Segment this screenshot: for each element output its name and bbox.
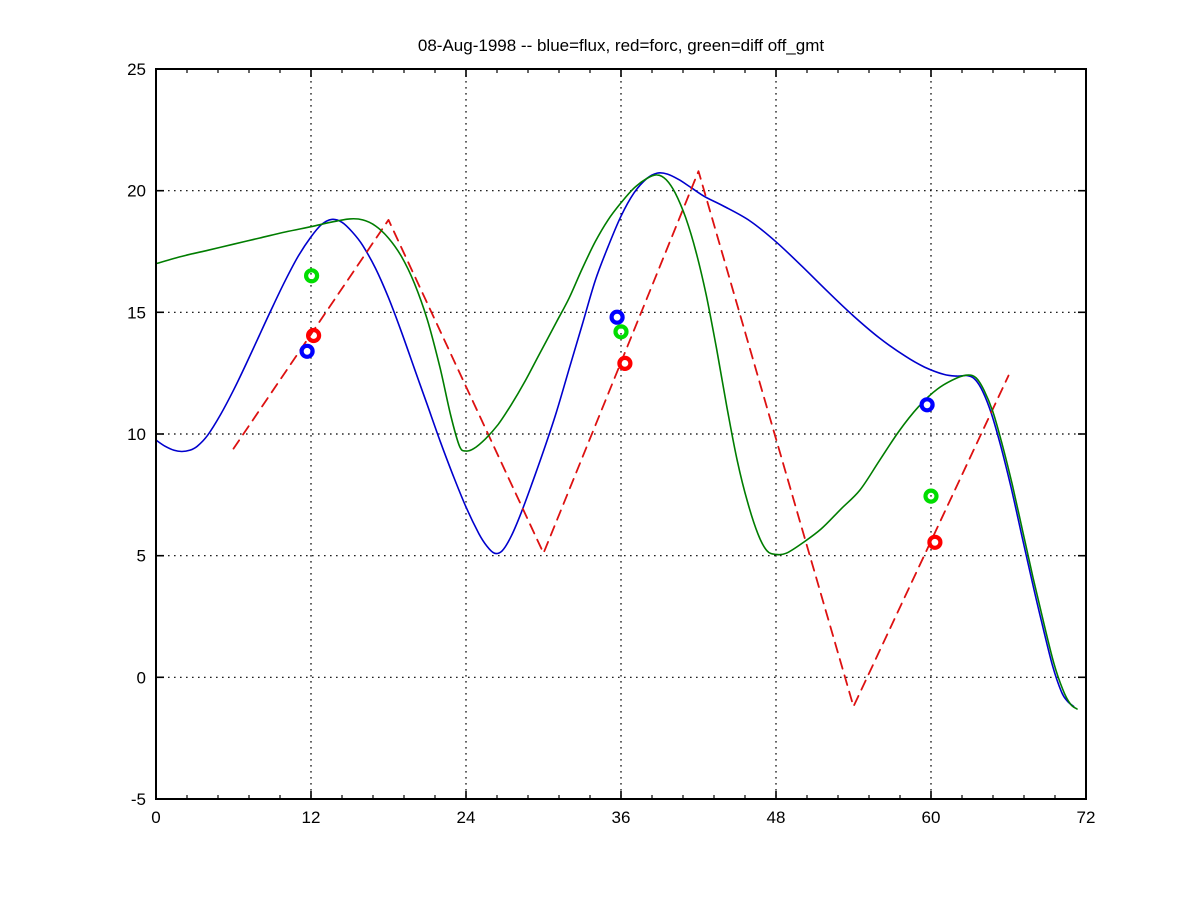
plot-title: 08-Aug-1998 -- blue=flux, red=forc, gree… <box>418 36 824 55</box>
grid-layer <box>156 69 1086 799</box>
flux-obs-marker <box>919 397 935 413</box>
flux-line <box>155 172 1075 708</box>
x-axis-tick-label: 36 <box>612 808 631 827</box>
y-axis-tick-label: -5 <box>131 790 146 809</box>
series-layer <box>155 170 1078 710</box>
x-axis-tick-label: 12 <box>302 808 321 827</box>
y-axis-tick-label: 15 <box>127 303 146 322</box>
flux-obs-marker <box>299 343 315 359</box>
diff-line <box>155 174 1078 710</box>
x-axis-tick-label: 48 <box>767 808 786 827</box>
y-axis-tick-label: 5 <box>137 547 146 566</box>
forc-obs-marker <box>927 534 943 550</box>
y-axis-tick-label: 25 <box>127 60 146 79</box>
y-axis-tick-label: 20 <box>127 182 146 201</box>
flux-obs-marker <box>609 309 625 325</box>
forc-obs-marker <box>617 355 633 371</box>
forc-line <box>232 170 1010 708</box>
y-axis-tick-label: 0 <box>137 668 146 687</box>
marker-layer <box>299 268 943 550</box>
x-axis-tick-label: 24 <box>457 808 476 827</box>
diff-obs-marker <box>304 268 320 284</box>
x-axis-tick-label: 72 <box>1077 808 1096 827</box>
tick-label-layer: 0 12 24 36 48 60 72 -5 0 5 10 15 20 25 <box>127 60 1095 827</box>
x-axis-tick-label: 60 <box>922 808 941 827</box>
y-axis-tick-label: 10 <box>127 425 146 444</box>
x-axis-tick-label: 0 <box>151 808 160 827</box>
axis-layer <box>155 68 1087 800</box>
forc-obs-marker <box>306 327 322 344</box>
diff-obs-marker <box>613 324 629 340</box>
diff-obs-marker <box>923 488 939 504</box>
